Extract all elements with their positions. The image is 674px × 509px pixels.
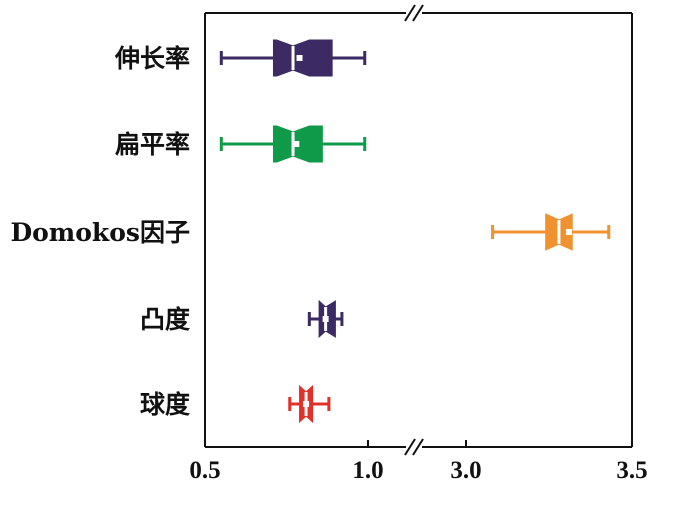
x-tick-label: 1.0 — [352, 457, 383, 484]
y-category-label: 扁平率 — [115, 130, 190, 159]
top-axis-break-mark — [404, 4, 416, 22]
x-tick-label: 3.5 — [616, 457, 647, 484]
mean-marker — [322, 316, 329, 322]
bottom-axis-break-mark — [412, 438, 424, 456]
x-tick-label: 3.0 — [450, 457, 481, 484]
notched-box — [272, 39, 333, 77]
y-category-label: 凸度 — [140, 305, 190, 334]
bottom-axis-break-mark — [404, 438, 416, 456]
mean-marker — [296, 55, 303, 61]
y-category-label: 球度 — [140, 390, 190, 419]
x-tick-label: 0.5 — [189, 457, 220, 484]
y-category-label: Domokos因子 — [10, 218, 190, 247]
top-axis-break-mark — [412, 4, 424, 22]
mean-marker — [303, 401, 310, 407]
mean-marker — [293, 141, 300, 147]
y-category-label: 伸长率 — [114, 44, 190, 73]
mean-marker — [565, 229, 572, 235]
